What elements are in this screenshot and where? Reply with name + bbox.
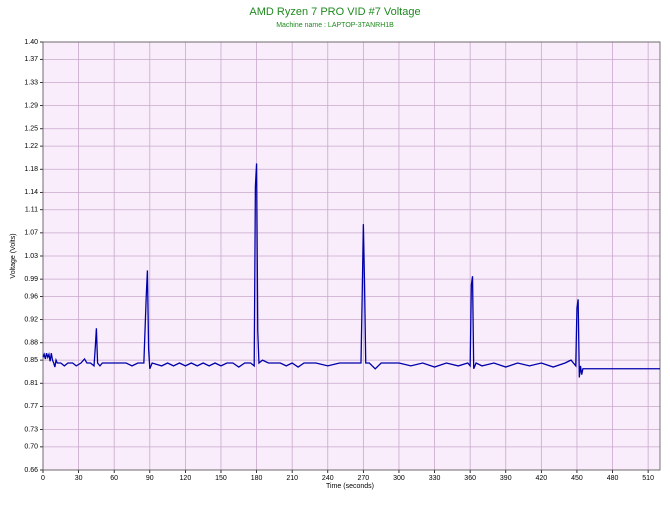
y-tick-label: 0.66 (24, 467, 38, 474)
y-axis-label: Voltage (Volts) (10, 233, 17, 278)
y-tick-label: 0.99 (24, 276, 38, 283)
y-tick-label: 1.11 (25, 207, 38, 214)
x-tick-label: 270 (358, 475, 370, 482)
x-tick-label: 30 (75, 475, 83, 482)
x-tick-label: 390 (500, 475, 512, 482)
y-tick-label: 0.70 (24, 444, 38, 451)
x-tick-label: 180 (251, 475, 263, 482)
y-tick-label: 1.03 (24, 253, 38, 260)
x-tick-label: 0 (41, 475, 45, 482)
y-tick-label: 1.22 (24, 143, 38, 150)
x-tick-label: 240 (322, 475, 334, 482)
plot-frame (42, 41, 661, 471)
x-tick-label: 510 (642, 475, 654, 482)
y-tick-label: 0.96 (24, 293, 38, 300)
x-axis-label: Time (seconds) (326, 483, 374, 490)
y-tick-label: 0.81 (24, 380, 38, 387)
y-tick-label: 0.73 (24, 426, 38, 433)
x-tick-label: 60 (110, 475, 118, 482)
x-tick-label: 300 (393, 475, 405, 482)
y-tick-label: 1.29 (24, 102, 38, 109)
y-tick-label: 1.33 (24, 79, 38, 86)
x-tick-label: 150 (215, 475, 227, 482)
y-tick-label: 1.25 (24, 126, 38, 133)
data-line (42, 163, 660, 378)
x-tick-label: 450 (571, 475, 583, 482)
y-tick-label: 0.88 (24, 340, 38, 347)
x-tick-label: 120 (180, 475, 192, 482)
x-tick-label: 330 (429, 475, 441, 482)
x-tick-label: 360 (464, 475, 476, 482)
chart-title: AMD Ryzen 7 PRO VID #7 Voltage (249, 6, 420, 18)
y-tick-label: 1.37 (24, 56, 38, 63)
x-tick-label: 210 (286, 475, 298, 482)
x-tick-label: 480 (607, 475, 619, 482)
y-tick-label: 1.14 (24, 189, 38, 196)
y-tick-label: 1.18 (24, 166, 38, 173)
y-tick-label: 0.77 (24, 403, 38, 410)
y-tick-label: 0.85 (24, 357, 38, 364)
x-tick-label: 420 (536, 475, 548, 482)
y-tick-label: 1.40 (24, 39, 38, 46)
chart-subtitle: Machine name : LAPTOP-3TANRH1B (276, 22, 394, 29)
y-tick-label: 0.92 (24, 316, 38, 323)
y-tick-label: 1.07 (24, 230, 38, 237)
x-tick-label: 90 (146, 475, 154, 482)
